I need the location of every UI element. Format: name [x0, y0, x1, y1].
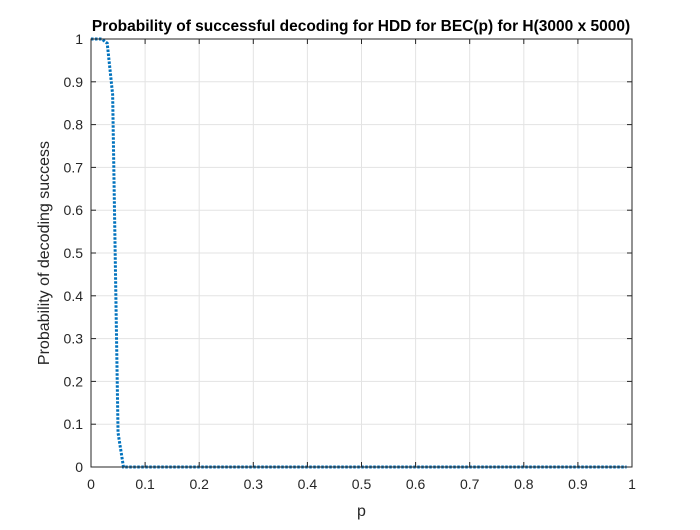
- y-tick-label: 0.1: [64, 416, 84, 432]
- y-tick-label: 0.3: [64, 331, 84, 347]
- x-tick-label: 0.7: [460, 476, 480, 492]
- x-tick-label: 0.1: [135, 476, 155, 492]
- x-axis-label: p: [357, 503, 366, 520]
- y-tick-label: 1: [75, 31, 83, 47]
- y-tick-label: 0.4: [64, 288, 84, 304]
- y-tick-label: 0.5: [64, 245, 84, 261]
- y-tick-label: 0.9: [64, 74, 84, 90]
- y-tick-label: 0.6: [64, 202, 84, 218]
- x-tick-label: 0.2: [189, 476, 209, 492]
- y-tick-label: 0.2: [64, 373, 84, 389]
- x-tick-label: 0.4: [298, 476, 318, 492]
- chart-title: Probability of successful decoding for H…: [92, 18, 630, 35]
- ticks: 0 0.1 0.2 0.3 0.4 0.5 0.6 0.7 0.8 0.9 1 0 0.1 0.2 0.3 0…: [64, 31, 637, 492]
- x-tick-label: 0.6: [406, 476, 426, 492]
- x-tick-label: 0.3: [244, 476, 264, 492]
- y-axis-label: Probability of decoding success: [36, 141, 53, 365]
- x-tick-label: 0.8: [514, 476, 534, 492]
- y-tick-label: 0.7: [64, 159, 84, 175]
- x-tick-label: 0.9: [568, 476, 588, 492]
- y-tick-label: 0.8: [64, 117, 84, 133]
- y-tick-label: 0: [75, 459, 83, 475]
- x-tick-label: 0: [87, 476, 95, 492]
- x-tick-label: 0.5: [352, 476, 372, 492]
- x-tick-label: 1: [628, 476, 636, 492]
